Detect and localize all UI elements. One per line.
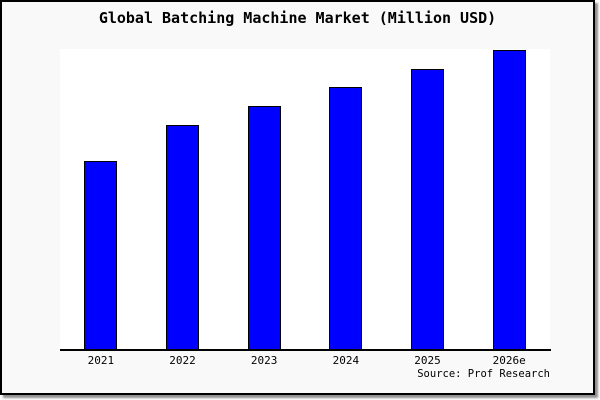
source-credit: Source: Prof Research <box>417 368 550 380</box>
bar-2026e <box>492 50 526 349</box>
x-tick-label-2022: 2022 <box>169 354 196 367</box>
bar-2021 <box>84 161 118 349</box>
chart-title: Global Batching Machine Market (Million … <box>98 9 497 27</box>
x-axis-line <box>60 349 551 351</box>
x-tick-label-2026e: 2026e <box>492 354 526 367</box>
x-tick-label-2021: 2021 <box>87 354 115 367</box>
x-tick-label-2023: 2023 <box>250 354 278 367</box>
bar-2025 <box>411 69 444 349</box>
x-axis-labels: 2021 2022 2023 2024 2025 2026e <box>60 354 550 368</box>
x-tick-label-2025: 2025 <box>414 354 441 367</box>
bar-2024 <box>329 87 363 349</box>
x-tick-label-2024: 2024 <box>332 354 360 367</box>
bar-2022 <box>166 125 199 349</box>
plot-area <box>60 49 550 349</box>
figure-frame: Global Batching Machine Market (Million … <box>0 0 595 395</box>
bar-2023 <box>247 106 281 349</box>
